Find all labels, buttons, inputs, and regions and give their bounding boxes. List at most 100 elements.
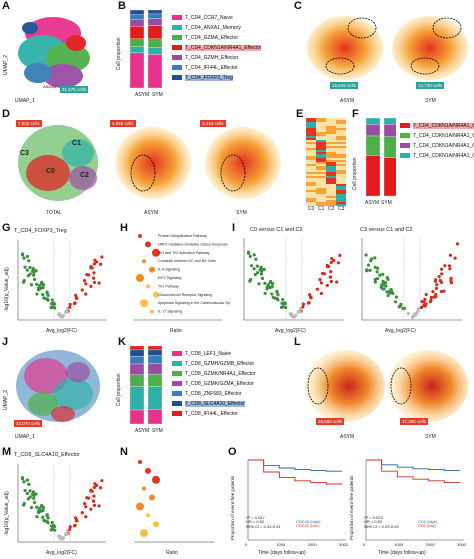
heat-cell xyxy=(306,130,316,132)
volcano-point xyxy=(389,287,393,292)
volcano-point xyxy=(255,264,259,268)
heat-cell xyxy=(306,174,316,176)
volcano-point xyxy=(298,306,303,310)
heat-cell xyxy=(316,192,326,194)
volcano-point xyxy=(49,302,54,306)
heat-cell xyxy=(316,200,326,202)
heat-cell xyxy=(326,192,336,194)
volcano-point xyxy=(449,276,453,280)
volcano-point xyxy=(249,264,254,268)
heat-cell xyxy=(326,132,336,134)
volcano-point xyxy=(52,302,57,306)
heat-cell xyxy=(326,188,336,190)
heat-cell xyxy=(336,120,346,122)
heat-cell xyxy=(316,198,326,200)
volcano-point xyxy=(448,267,452,271)
volcano-point xyxy=(35,292,39,296)
volcano-point xyxy=(366,263,371,267)
volcano-point xyxy=(46,298,50,302)
bar-3-0 xyxy=(129,26,145,40)
umap-a-xlabel: UMAP_1 xyxy=(15,98,36,104)
heat-cell xyxy=(336,134,346,136)
volcano-point xyxy=(45,513,49,517)
volcano-point xyxy=(92,485,96,489)
bar-0-1 xyxy=(147,54,163,89)
heat-cell xyxy=(306,164,316,166)
legend-swatch xyxy=(172,55,182,60)
heat-cell xyxy=(306,182,316,184)
bar-6-1 xyxy=(147,346,163,351)
volcano-point xyxy=(279,305,284,309)
bar-0-1 xyxy=(147,409,163,425)
d-title-sym: SYM xyxy=(236,210,247,216)
volcano-point xyxy=(320,271,325,276)
bar-1-0 xyxy=(129,386,145,411)
volcano-point xyxy=(315,287,319,291)
heat-cell xyxy=(306,166,316,168)
legend-item: T_CD8_SLC4A10_Effector xyxy=(172,400,256,407)
heat-cell xyxy=(306,142,316,144)
volcano-point xyxy=(280,301,284,305)
pathway-term: Th1 and Th2 Activation Pathway xyxy=(158,251,210,255)
pathway-term: Apoptosis Signaling in the Cardiovascula… xyxy=(158,301,230,305)
badge-l-sym: 17,390 cells xyxy=(400,418,429,425)
svg-text:ANXA1: ANXA1 xyxy=(43,84,57,89)
heat-cell xyxy=(326,138,336,140)
volcano-point xyxy=(23,265,27,269)
legend-label: T_CD8_GZMK/GZMA_Effector xyxy=(185,380,254,387)
heat-cell xyxy=(316,118,326,120)
bar-3-1 xyxy=(383,118,396,125)
heat-cell xyxy=(316,188,326,190)
volcano-point xyxy=(318,277,322,282)
volcano-point xyxy=(259,272,264,276)
pathway-dot xyxy=(136,274,144,282)
legend-item: T_CD4_CCR7_Naive xyxy=(172,14,261,21)
m-ylabel: -log10(p_Value_adj) xyxy=(4,491,10,536)
d-cluster-c0: C0 xyxy=(46,168,55,175)
pathway-dot xyxy=(146,513,150,518)
n-xlabel: Ratio xyxy=(166,550,178,556)
volcano-point xyxy=(443,264,447,268)
heat-cell xyxy=(306,124,316,126)
volcano-point xyxy=(29,283,34,287)
heat-cell xyxy=(336,136,346,138)
legend-swatch xyxy=(172,35,182,40)
heat-cell xyxy=(326,204,336,206)
volcano-point xyxy=(306,301,311,305)
heat-cell xyxy=(306,136,316,138)
volcano-point xyxy=(33,277,37,282)
heat-cell xyxy=(316,166,326,168)
volcano-point xyxy=(20,476,25,480)
heat-cell xyxy=(336,118,346,120)
volcano-point xyxy=(82,502,87,506)
badge-c-sym: 14,730 cells xyxy=(416,82,445,89)
bar-b-ylabel: Cell proportion xyxy=(116,37,122,70)
volcano-point xyxy=(434,295,438,299)
heat-cell xyxy=(336,158,346,160)
panel-label-g: G xyxy=(2,222,11,234)
volcano-point xyxy=(65,532,69,536)
volcano-point xyxy=(72,524,77,528)
bar-f-group-sym: SYM xyxy=(381,200,392,206)
pathway-dot xyxy=(140,529,148,538)
heat-cell xyxy=(326,154,336,156)
legend-label: T_CD4_CDKN1A/NR4A1_C1 xyxy=(413,132,474,139)
heat-cell xyxy=(306,178,316,180)
legend-swatch xyxy=(172,45,182,50)
volcano-point xyxy=(46,293,50,297)
volcano-point xyxy=(40,280,44,284)
volcano-point xyxy=(448,253,453,257)
legend-item: T_CD4_CDKN1A/NR4A1_C1 xyxy=(400,132,474,139)
heat-cell xyxy=(316,164,326,166)
volcano-point xyxy=(35,505,39,509)
heat-cell xyxy=(336,142,346,144)
legend-swatch xyxy=(172,65,182,70)
heat-cell xyxy=(336,154,346,156)
heat-cell xyxy=(336,122,346,124)
legend-label: T_CD4_GZMH_Effector xyxy=(185,54,239,61)
heat-cell xyxy=(326,200,336,202)
heat-cell xyxy=(336,160,346,162)
volcano-point xyxy=(85,273,89,277)
legend-swatch xyxy=(172,361,182,366)
heat-cell xyxy=(336,178,346,180)
